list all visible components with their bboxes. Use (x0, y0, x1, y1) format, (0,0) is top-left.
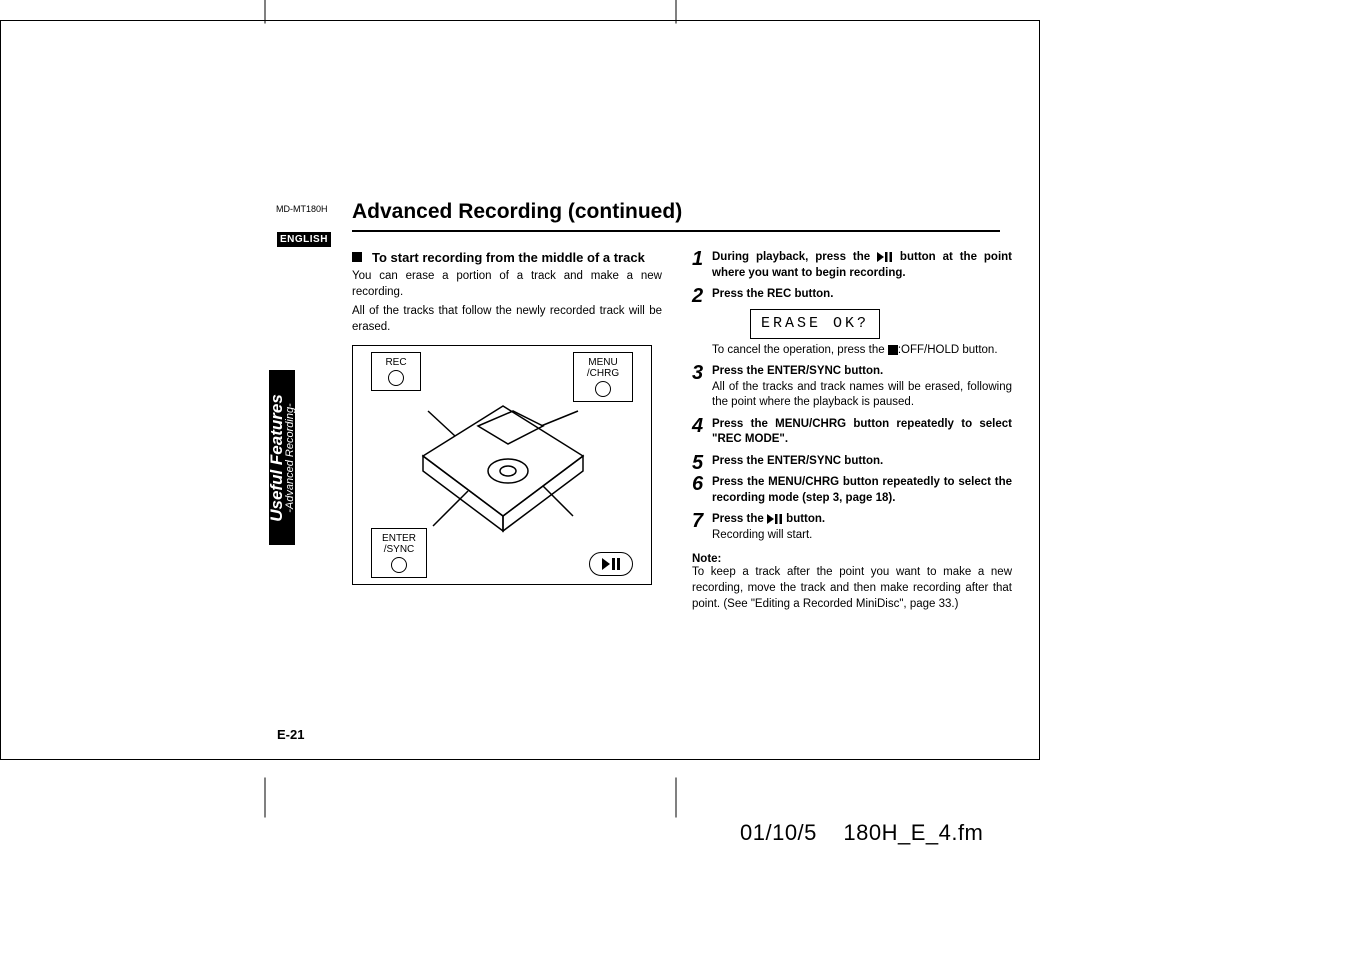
step-7-body: Recording will start. (712, 528, 1012, 544)
play-pause-icon (767, 514, 783, 524)
play-pause-icon (602, 558, 620, 570)
crop-mark (265, 778, 266, 818)
enter-label-1: ENTER (382, 533, 416, 544)
model-code: MD-MT180H (276, 204, 328, 214)
step-6: Press the MENU/CHRG button repeatedly to… (692, 475, 1012, 506)
language-badge: ENGLISH (277, 232, 331, 247)
step-7-text-pre: Press the (712, 513, 767, 525)
step-2-title: Press the REC button. (712, 287, 1012, 303)
menu-label-2: /CHRG (587, 368, 619, 379)
section-side-tab: Useful Features -Advanced Recording- (269, 370, 295, 545)
step-5: Press the ENTER/SYNC button. (692, 454, 1012, 470)
square-bullet-icon (352, 252, 362, 262)
enter-label-2: /SYNC (384, 544, 415, 555)
step-4: Press the MENU/CHRG button repeatedly to… (692, 417, 1012, 448)
intro-para-2: All of the tracks that follow the newly … (352, 304, 662, 335)
page-number: E-21 (277, 727, 304, 742)
step-7-text-post: button. (783, 513, 825, 525)
step-5-title: Press the ENTER/SYNC button. (712, 454, 1012, 470)
step-3-body: All of the tracks and track names will b… (712, 380, 1012, 411)
subheading: To start recording from the middle of a … (352, 250, 662, 265)
left-column: To start recording from the middle of a … (352, 250, 662, 612)
footer: 01/10/5 180H_E_4.fm (740, 820, 983, 846)
step-1: During playback, press the button at the… (692, 250, 1012, 281)
page-content: MD-MT180H ENGLISH Useful Features -Advan… (280, 200, 1020, 612)
figure-label-rec: REC (371, 352, 421, 391)
button-circle-icon (388, 370, 404, 386)
step-2-body-post: :OFF/HOLD button. (898, 344, 998, 356)
crop-mark (676, 778, 677, 818)
stop-icon (888, 345, 898, 355)
title-rule (352, 230, 1000, 232)
side-tab-main: Useful Features (268, 394, 285, 522)
step-4-title: Press the MENU/CHRG button repeatedly to… (712, 417, 1012, 448)
step-2-body-pre: To cancel the operation, press the (712, 344, 888, 356)
step-3-title: Press the ENTER/SYNC button. (712, 364, 1012, 380)
device-diagram: REC MENU /CHRG ENTER /SYNC (352, 345, 652, 585)
minidisc-device-icon (413, 396, 593, 546)
step-6-title: Press the MENU/CHRG button repeatedly to… (712, 475, 1012, 506)
lcd-display: ERASE OK? (750, 309, 880, 339)
right-column: During playback, press the button at the… (692, 250, 1012, 612)
step-2: Press the REC button. ERASE OK? To cance… (692, 287, 1012, 358)
step-1-text-pre: During playback, press the (712, 251, 877, 263)
intro-para-1: You can erase a portion of a track and m… (352, 269, 662, 300)
play-pause-icon (877, 252, 893, 262)
button-circle-icon (391, 557, 407, 573)
step-3: Press the ENTER/SYNC button. All of the … (692, 364, 1012, 411)
rec-label: REC (385, 357, 406, 368)
crop-mark (265, 0, 266, 24)
figure-label-play (589, 552, 633, 576)
subhead-text: To start recording from the middle of a … (372, 250, 645, 265)
button-circle-icon (595, 381, 611, 397)
note-heading: Note: (692, 553, 1012, 565)
note-body: To keep a track after the point you want… (692, 565, 1012, 612)
steps-list: During playback, press the button at the… (692, 250, 1012, 543)
footer-date: 01/10/5 (740, 820, 817, 845)
footer-file: 180H_E_4.fm (843, 820, 983, 845)
crop-mark (676, 0, 677, 24)
step-7: Press the button. Recording will start. (692, 512, 1012, 543)
page-title: Advanced Recording (continued) (352, 200, 1020, 224)
figure-label-menu: MENU /CHRG (573, 352, 633, 402)
menu-label-1: MENU (588, 357, 617, 368)
side-tab-sub: -Advanced Recording- (285, 394, 296, 522)
